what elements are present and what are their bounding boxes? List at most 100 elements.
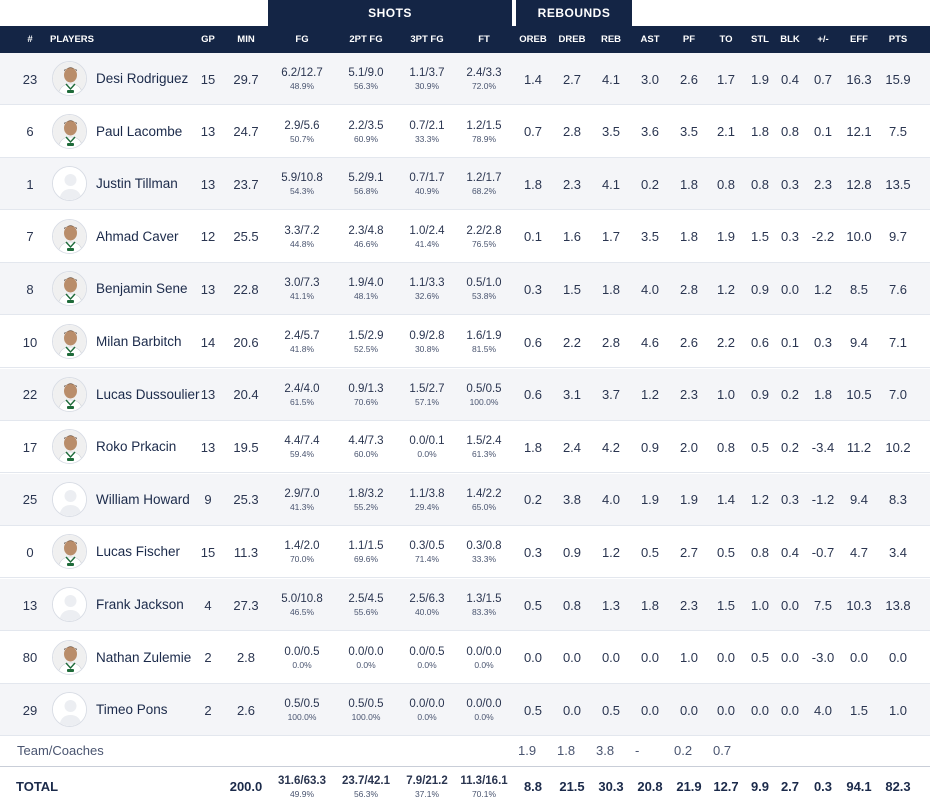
- player-photo-placeholder-icon: [52, 692, 87, 728]
- shot-made-attempted: 0.3/0.5: [409, 540, 445, 553]
- player-oreb: 0.5: [523, 597, 543, 613]
- shot-percentage: 0.0%: [474, 659, 494, 670]
- col-header-pm[interactable]: +/-: [817, 34, 829, 45]
- col-header-ft[interactable]: FT: [478, 34, 490, 45]
- table-row[interactable]: 1 Justin Tillman 13 23.7 5.9/10.8 54.3% 5.2/9.…: [0, 158, 930, 211]
- player-dreb: 3.1: [562, 387, 582, 403]
- player-to: 1.7: [716, 71, 736, 87]
- shot-made-attempted: 1.8/3.2: [348, 487, 384, 500]
- shot-percentage: 61.3%: [471, 449, 497, 460]
- col-header-fg2[interactable]: 2PT FG: [349, 34, 383, 45]
- shot-made-attempted: 11.3/16.1: [460, 774, 508, 787]
- shot-made-attempted: 5.1/9.0: [348, 67, 384, 79]
- shot-made-attempted: 4.4/7.4: [284, 435, 320, 448]
- total-pf: 21.9: [676, 779, 702, 794]
- player-dreb: 0.0: [562, 702, 582, 718]
- col-header-ast[interactable]: AST: [640, 34, 660, 45]
- player-name-link[interactable]: Desi Rodriguez: [96, 71, 189, 86]
- shot-made-attempted: 1.5/2.9: [348, 330, 384, 342]
- player-fg: 2.9/5.6 50.7%: [270, 106, 334, 158]
- table-row[interactable]: 8 Benjamin Sene 13 22.8 3.0/7.3 41.1% 1.9/4.0 4…: [0, 263, 930, 316]
- player-pm: -1.2: [811, 492, 835, 508]
- shot-made-attempted: 2.2/2.8: [466, 224, 502, 237]
- table-row[interactable]: 22 Lucas Dussoulier 13 20.4 2.4/4.0 61.5% 0.9/…: [0, 368, 930, 421]
- total-eff: 94.1: [846, 779, 872, 794]
- player-fg2: 1.5/2.9 52.5%: [334, 316, 398, 368]
- player-dreb: 2.7: [562, 71, 582, 87]
- player-ast: 0.0: [640, 650, 660, 666]
- col-header-num[interactable]: #: [27, 34, 33, 45]
- table-row[interactable]: 80 Nathan Zulemie 2 2.8 0.0/0.5 0.0% 0.0/0.0 0.…: [0, 632, 930, 684]
- player-name-link[interactable]: Paul Lacombe: [96, 123, 183, 139]
- player-name-link[interactable]: Milan Barbitch: [96, 334, 182, 349]
- player-name-link[interactable]: Lucas Fischer: [96, 544, 181, 560]
- table-row[interactable]: 29 Timeo Pons 2 2.6 0.5/0.5 100.0% 0.5/0.5 100.…: [0, 684, 930, 737]
- col-header-gp[interactable]: GP: [201, 34, 215, 45]
- player-to: 1.4: [716, 492, 736, 508]
- table-row[interactable]: 13 Frank Jackson 4 27.3 5.0/10.8 46.5% 2.5/4.5…: [0, 579, 930, 631]
- player-blk: 0.0: [780, 281, 800, 297]
- col-header-fg[interactable]: FG: [295, 34, 309, 45]
- player-name-link[interactable]: Benjamin Sene: [96, 281, 188, 297]
- player-reb: 3.5: [601, 124, 621, 140]
- shot-percentage: 0.0%: [474, 712, 494, 723]
- player-reb: 1.7: [601, 229, 621, 245]
- player-name-link[interactable]: Lucas Dussoulier: [96, 386, 200, 402]
- player-fg: 3.0/7.3 41.1%: [270, 263, 334, 315]
- col-header-min[interactable]: MIN: [237, 34, 255, 45]
- col-header-reb[interactable]: REB: [600, 34, 622, 45]
- shot-made-attempted: 5.0/10.8: [281, 593, 323, 605]
- player-name-link[interactable]: Ahmad Caver: [96, 228, 179, 244]
- player-fg2: 4.4/7.3 60.0%: [334, 421, 398, 473]
- player-pf: 1.9: [679, 492, 699, 508]
- player-fg: 3.3/7.2 44.8%: [270, 211, 334, 263]
- shot-percentage: 71.4%: [414, 554, 440, 565]
- player-fg: 1.4/2.0 70.0%: [270, 526, 334, 578]
- shot-percentage: 100.0%: [287, 712, 317, 723]
- col-header-fg3[interactable]: 3PT FG: [410, 34, 444, 45]
- player-min: 25.5: [233, 229, 259, 245]
- player-gp: 14: [200, 334, 216, 350]
- player-blk: 0.4: [780, 71, 800, 87]
- col-header-eff[interactable]: EFF: [850, 34, 868, 45]
- col-header-pf[interactable]: PF: [682, 34, 696, 45]
- table-row[interactable]: 25 William Howard 9 25.3 2.9/7.0 41.3% 1.8/3.2…: [0, 473, 930, 526]
- player-blk: 0.0: [780, 650, 800, 666]
- player-num: 25: [22, 492, 38, 508]
- player-name-link[interactable]: Roko Prkacin: [96, 439, 177, 455]
- table-row[interactable]: 17 Roko Prkacin 13 19.5 4.4/7.4 59.4% 4.4/7.3 6…: [0, 421, 930, 474]
- player-name-link[interactable]: William Howard: [96, 491, 190, 507]
- player-pf: 1.8: [679, 229, 699, 245]
- table-row[interactable]: 6 Paul Lacombe 13 24.7 2.9/5.6 50.7% 2.2/3.5 60…: [0, 106, 930, 158]
- player-name-link[interactable]: Timeo Pons: [96, 702, 168, 718]
- table-row[interactable]: 10 Milan Barbitch 14 20.6 2.4/5.7 41.8% 1.5/2.…: [0, 316, 930, 368]
- player-dreb: 1.5: [562, 281, 582, 297]
- shot-percentage: 44.8%: [289, 238, 315, 249]
- player-ast: 0.9: [640, 439, 660, 455]
- player-name-link[interactable]: Nathan Zulemie: [96, 649, 192, 665]
- player-num: 7: [26, 229, 34, 245]
- table-row[interactable]: 23 Desi Rodriguez 15 29.7 6.2/12.7 48.9% 5.1/9…: [0, 53, 930, 105]
- col-header-pts[interactable]: PTS: [888, 34, 908, 45]
- col-header-dreb[interactable]: DREB: [558, 34, 586, 45]
- col-header-to[interactable]: TO: [719, 34, 733, 45]
- col-header-stl[interactable]: STL: [751, 34, 769, 45]
- table-row[interactable]: 0 Lucas Fischer 15 11.3 1.4/2.0 70.0% 1.1/1.5 6…: [0, 526, 930, 579]
- table-row[interactable]: 7 Ahmad Caver 12 25.5 3.3/7.2 44.8% 2.3/4.8 46.…: [0, 211, 930, 263]
- player-photo: [52, 639, 87, 675]
- player-min: 11.3: [233, 544, 259, 560]
- player-name-link[interactable]: Frank Jackson: [96, 597, 184, 612]
- player-pf: 2.6: [679, 71, 699, 87]
- player-pts: 15.9: [885, 71, 911, 87]
- player-blk: 0.2: [780, 439, 800, 455]
- col-header-blk[interactable]: BLK: [780, 34, 800, 45]
- player-name-link[interactable]: Justin Tillman: [96, 176, 178, 192]
- player-oreb: 0.6: [523, 334, 543, 350]
- total-reb: 30.3: [598, 779, 624, 794]
- shot-made-attempted: 0.7/2.1: [409, 119, 445, 132]
- col-header-oreb[interactable]: OREB: [519, 34, 547, 45]
- shot-percentage: 100.0%: [351, 712, 381, 723]
- shot-percentage: 57.1%: [414, 396, 440, 407]
- col-header-players[interactable]: PLAYERS: [50, 34, 94, 45]
- player-pf: 2.8: [679, 281, 699, 297]
